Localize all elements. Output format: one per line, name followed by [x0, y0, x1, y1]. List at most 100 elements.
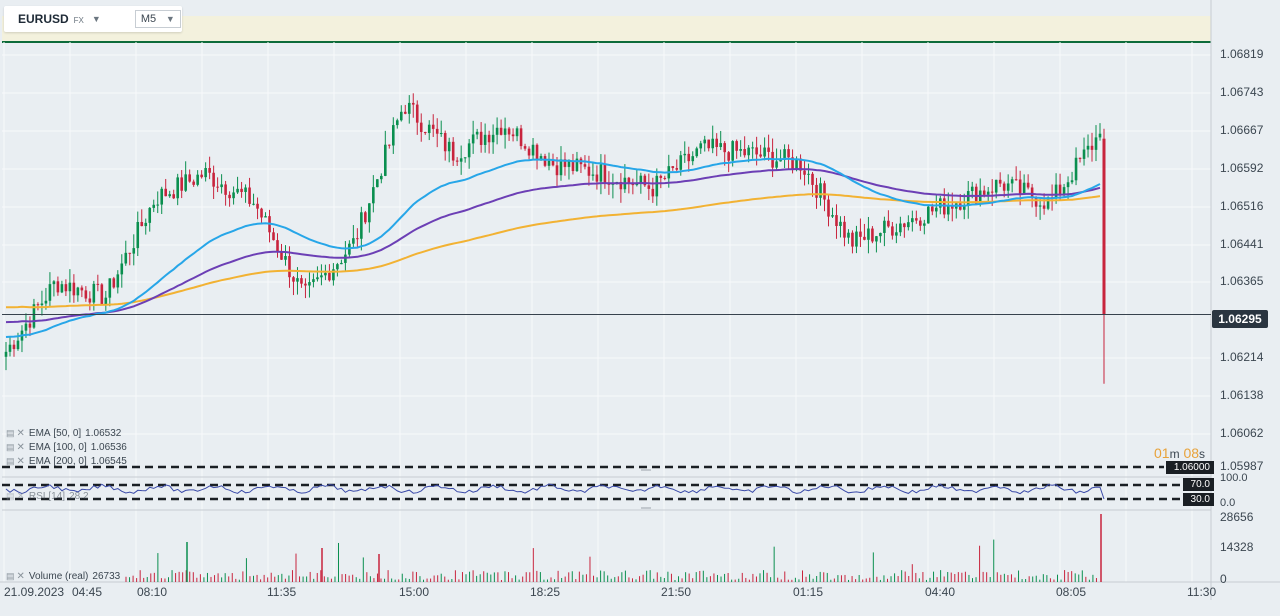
level-line-label[interactable]: 1.06000 — [1166, 461, 1214, 474]
ema50-legend[interactable]: ▤ ✕ EMA [50, 0] 1.06532 — [6, 428, 122, 439]
close-icon[interactable]: ✕ — [16, 456, 25, 467]
candle-body — [240, 188, 243, 192]
candle-body — [655, 175, 659, 197]
candle-body — [56, 281, 60, 293]
settings-icon[interactable]: ▤ — [6, 491, 15, 501]
candle-countdown: 01m 08s — [1154, 445, 1206, 461]
close-icon[interactable]: ✕ — [16, 491, 25, 502]
candle-body — [919, 220, 922, 226]
candle-body — [196, 174, 199, 185]
candle-body — [731, 141, 734, 161]
candle-body — [44, 300, 48, 304]
candle-body — [978, 190, 982, 204]
candle-body — [855, 231, 858, 247]
candle-body — [304, 283, 307, 286]
candle-body — [324, 272, 327, 276]
symbol-name[interactable]: EURUSD — [18, 12, 69, 26]
candle-body — [875, 236, 878, 242]
symbol-dropdown-icon[interactable]: ▼ — [91, 14, 101, 24]
candle-body — [851, 232, 854, 247]
close-icon[interactable]: ✕ — [16, 442, 25, 453]
candle-body — [891, 226, 894, 236]
candle-body — [867, 228, 870, 240]
ema200-line — [5, 193, 1101, 309]
candle-body — [152, 204, 156, 208]
close-icon[interactable]: ✕ — [16, 571, 25, 582]
candle-body — [1018, 179, 1022, 194]
candle-body — [687, 153, 691, 162]
candle-body — [707, 139, 711, 149]
candle-body — [1046, 197, 1050, 209]
candle-body — [627, 177, 631, 183]
candle-body — [284, 256, 287, 260]
time-axis-label: 08:05 — [1056, 585, 1087, 599]
price-axis-label: 1.06062 — [1220, 426, 1264, 440]
candle-body — [927, 206, 930, 224]
candle-body — [663, 177, 667, 179]
candle-body — [124, 252, 128, 264]
price-axis-label: 1.05987 — [1220, 459, 1264, 473]
candle-body — [651, 188, 655, 197]
candle-body — [216, 186, 219, 188]
close-icon[interactable]: ✕ — [16, 428, 25, 439]
candle-body — [200, 174, 203, 178]
candle-body — [144, 222, 148, 227]
candle-body — [547, 160, 551, 166]
settings-icon[interactable]: ▤ — [6, 442, 15, 452]
candle-body — [92, 283, 96, 303]
settings-icon[interactable]: ▤ — [6, 456, 15, 466]
candle-body — [364, 212, 367, 223]
candle-body — [148, 207, 152, 223]
candle-body — [72, 282, 76, 296]
candle-body — [471, 134, 475, 144]
candle-body — [567, 161, 571, 167]
candle-body — [791, 157, 794, 170]
candle-body — [423, 131, 427, 134]
candle-body — [256, 203, 259, 209]
volume-legend[interactable]: ▤ ✕ Volume (real) 26733 — [6, 571, 121, 582]
timeframe-select[interactable]: M5 ▼ — [134, 10, 181, 28]
candle-body — [308, 282, 311, 286]
rsi-upper-label[interactable]: 70.0 — [1183, 478, 1214, 491]
ema200-legend[interactable]: ▤ ✕ EMA [200, 0] 1.06545 — [6, 456, 127, 467]
candle-body — [411, 102, 415, 105]
candle-body — [380, 175, 383, 180]
candle-body — [1006, 183, 1010, 191]
candle-body — [451, 141, 455, 161]
candle-body — [587, 166, 591, 176]
rsi-axis-0: 0.0 — [1220, 497, 1236, 509]
ema100-legend[interactable]: ▤ ✕ EMA [100, 0] 1.06536 — [6, 442, 127, 453]
candle-body — [52, 281, 56, 285]
candle-body — [815, 184, 818, 198]
candle-body — [352, 238, 355, 244]
settings-icon[interactable]: ▤ — [6, 571, 15, 581]
candle-body — [527, 148, 531, 156]
candle-body — [1034, 197, 1038, 207]
candle-body — [879, 232, 882, 237]
candle-body — [950, 206, 954, 209]
candle-body — [208, 168, 211, 173]
candle-body — [120, 263, 124, 275]
candle-body — [384, 144, 387, 176]
candle-body — [112, 278, 116, 288]
time-axis-label: 01:15 — [793, 585, 824, 599]
rsi-legend[interactable]: ▤ ✕ RSI [14] 28.2 — [6, 491, 89, 502]
rsi-lower-label[interactable]: 30.0 — [1183, 493, 1214, 506]
candle-body — [1090, 145, 1094, 150]
volume-axis-mid: 14328 — [1220, 540, 1254, 554]
candle-body — [679, 155, 683, 170]
candle-body — [156, 204, 160, 206]
candle-body — [990, 191, 994, 193]
candle-body — [647, 185, 651, 189]
time-axis-label: 11:35 — [267, 585, 297, 599]
timeframe-dropdown-icon[interactable]: ▼ — [165, 14, 175, 24]
candle-body — [639, 175, 643, 183]
candle-body — [907, 222, 910, 228]
candle-body — [316, 277, 319, 280]
settings-icon[interactable]: ▤ — [6, 428, 15, 438]
candle-body — [739, 149, 742, 151]
candle-body — [643, 175, 647, 186]
candle-body — [188, 174, 191, 182]
price-axis-label: 1.06441 — [1220, 237, 1264, 251]
